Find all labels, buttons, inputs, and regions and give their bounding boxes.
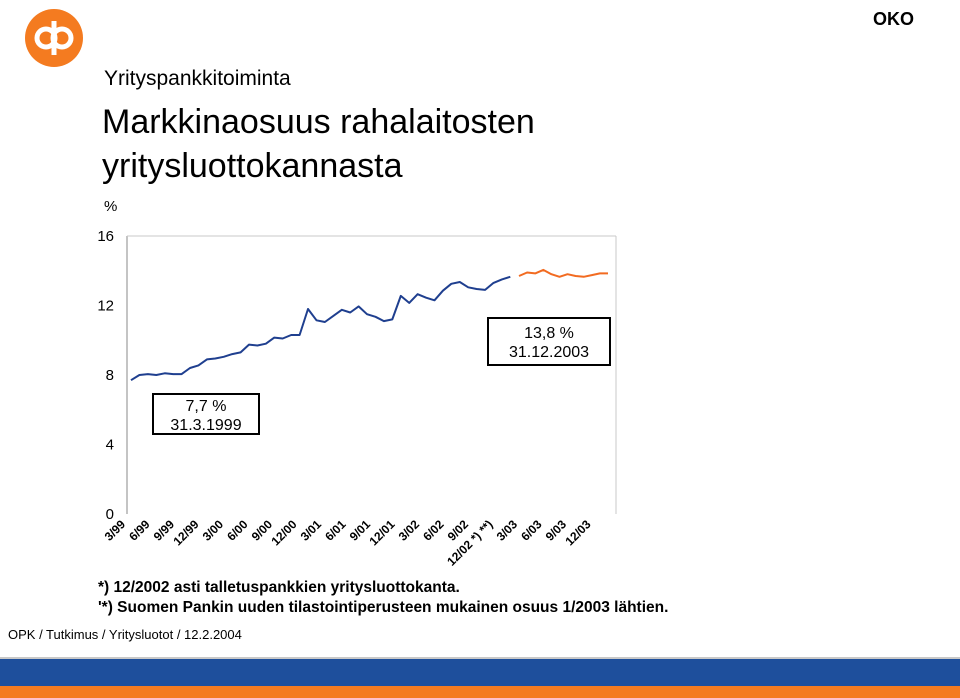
footer-band-orange: [0, 686, 960, 698]
x-tick-label: 12/03: [562, 517, 593, 548]
page-title: Markkinaosuus rahalaitosten yritysluotto…: [102, 100, 702, 188]
series-line-new: [518, 268, 608, 278]
footer-band-blue: [0, 659, 960, 686]
x-tick-label: 6/99: [126, 517, 153, 544]
title-line-1: Markkinaosuus rahalaitosten: [102, 103, 535, 141]
y-tick-labels: 0 4 8 12 16: [97, 228, 114, 523]
x-tick-labels: 3/996/999/9912/993/006/009/0012/003/016/…: [102, 517, 594, 569]
x-tick-label: 12/01: [366, 517, 397, 548]
x-tick-label: 3/01: [298, 517, 325, 544]
y-tick-label: 12: [97, 298, 114, 315]
footnote-1: *) 12/2002 asti talletuspankkien yritysl…: [98, 579, 460, 596]
chart-axes: [126, 235, 617, 514]
x-tick-label: 6/00: [224, 517, 251, 544]
footer-rule: [0, 657, 960, 659]
callout-end: 13,8 % 31.12.2003: [487, 317, 611, 366]
callout-start-date: 31.3.1999: [170, 417, 242, 434]
footnotes: *) 12/2002 asti talletuspankkien yritysl…: [98, 578, 668, 618]
callout-end-value: 13,8 %: [524, 325, 574, 342]
x-tick-label: 3/00: [200, 517, 227, 544]
footnote-2: '*) Suomen Pankin uuden tilastointiperus…: [98, 599, 669, 616]
source-footer: OPK / Tutkimus / Yritysluotot / 12.2.200…: [8, 627, 242, 642]
x-tick-label: 12/02 *) **): [444, 517, 495, 568]
x-tick-label: 12/99: [170, 517, 201, 548]
section-title: Yrityspankkitoiminta: [104, 67, 291, 90]
market-share-chart: 0 4 8 12 16 3/996/999/9912/993/006/009/0012/…: [97, 228, 617, 569]
chart-series: [130, 268, 608, 382]
brand-name: OKO: [872, 9, 914, 29]
y-tick-label: 0: [106, 506, 114, 523]
callout-start: 7,7 % 31.3.1999: [152, 393, 260, 435]
y-tick-label: 8: [106, 367, 114, 384]
callout-end-date: 31.12.2003: [508, 344, 590, 361]
x-tick-label: 6/02: [420, 517, 447, 544]
y-tick-label: 4: [106, 437, 114, 454]
op-logo: [24, 8, 84, 68]
x-tick-label: 3/03: [494, 517, 521, 544]
series-line-old: [130, 275, 511, 382]
callout-start-value: 7,7 %: [185, 398, 227, 415]
y-tick-label: 16: [97, 228, 114, 245]
title-line-2: yritysluottokannasta: [102, 147, 403, 185]
x-tick-label: 6/03: [518, 517, 545, 544]
x-tick-label: 6/01: [322, 517, 349, 544]
x-tick-label: 12/00: [268, 517, 299, 548]
y-unit-label: %: [104, 198, 118, 215]
x-tick-label: 3/02: [396, 517, 423, 544]
